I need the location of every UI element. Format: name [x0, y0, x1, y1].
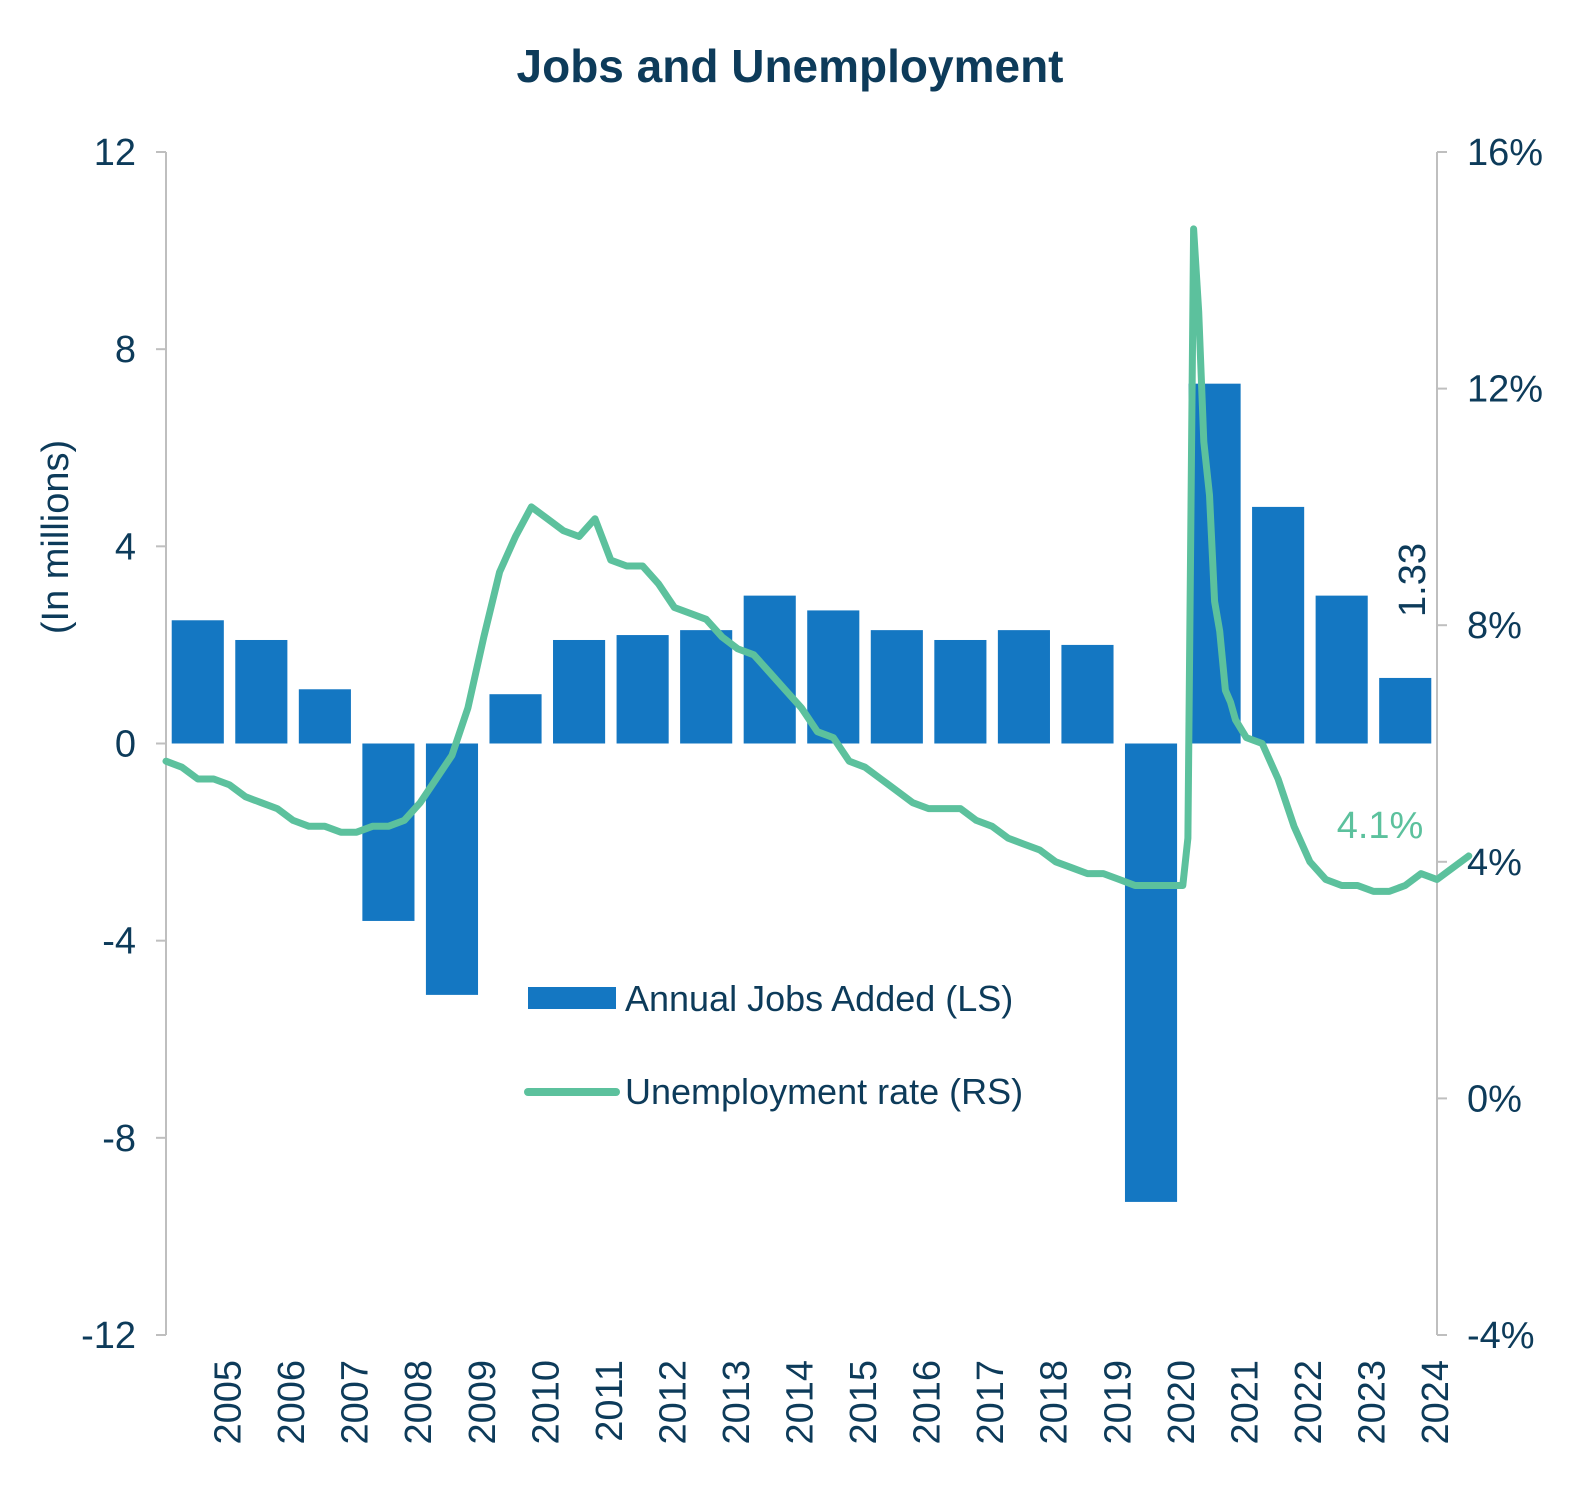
line-series	[162, 225, 1473, 895]
unemployment-line	[162, 225, 1473, 895]
bar-2011	[553, 639, 606, 744]
bar-2010	[489, 694, 542, 744]
x-tick-label: 2024	[1415, 1360, 1457, 1445]
x-tick-label: 2012	[652, 1360, 694, 1445]
bar-2012	[616, 635, 669, 744]
y-axis-left-ticks: 12 8 4 0 -4 -8 -12	[81, 132, 166, 1357]
x-tick-label: 2008	[398, 1360, 440, 1445]
x-tick-label: 2015	[843, 1360, 885, 1445]
bar-2008	[362, 743, 415, 921]
x-tick-label: 2016	[907, 1360, 949, 1445]
y-right-tick-label: 12%	[1467, 369, 1543, 411]
bar-2019	[1061, 644, 1114, 744]
x-tick-label: 2009	[462, 1360, 504, 1445]
bar-2017	[934, 639, 987, 744]
y-right-tick-label: 4%	[1467, 842, 1522, 884]
y-right-tick-label: -4%	[1467, 1315, 1535, 1357]
x-tick-label: 2017	[970, 1360, 1012, 1445]
y-left-tick-label: 8	[115, 329, 136, 371]
legend-line-label: Unemployment rate (RS)	[625, 1071, 1023, 1112]
x-axis-ticks: 2005 2006 2007 2008 2009 2010 2011 2012 2013 2014…	[208, 1360, 1457, 1445]
y-left-tick-label: -8	[102, 1118, 136, 1160]
bar-2007	[298, 689, 351, 744]
y-left-tick-label: -4	[102, 921, 136, 963]
y-left-tick-label: 0	[115, 724, 136, 766]
bar-value-label: 1.33	[1392, 543, 1434, 617]
bar-2015	[807, 610, 860, 744]
x-tick-label: 2014	[780, 1360, 822, 1445]
bar-2013	[680, 630, 733, 744]
x-tick-label: 2007	[335, 1360, 377, 1445]
legend: Annual Jobs Added (LS) Unemployment rate…	[524, 978, 1023, 1112]
bar-2018	[997, 630, 1050, 744]
x-tick-label: 2023	[1352, 1360, 1394, 1445]
legend-bar-label: Annual Jobs Added (LS)	[625, 978, 1013, 1019]
y-right-tick-label: 8%	[1467, 605, 1522, 647]
y-right-tick-label: 0%	[1467, 1078, 1522, 1120]
x-tick-label: 2010	[525, 1360, 567, 1445]
y-axis-left-title: (In millions)	[35, 440, 77, 634]
x-tick-label: 2022	[1288, 1360, 1330, 1445]
bar-2020	[1124, 743, 1178, 1202]
line-value-label: 4.1%	[1337, 805, 1424, 847]
bar-2006	[235, 639, 288, 744]
bar-2005	[171, 620, 224, 744]
y-left-tick-label: -12	[81, 1315, 136, 1357]
bar-2016	[870, 630, 923, 744]
legend-bar-swatch	[528, 987, 616, 1009]
y-left-tick-label: 12	[94, 132, 136, 174]
bar-2022	[1252, 506, 1305, 744]
y-right-tick-label: 16%	[1467, 132, 1543, 174]
x-tick-label: 2019	[1097, 1360, 1139, 1445]
x-tick-label: 2021	[1224, 1360, 1266, 1445]
chart-title: Jobs and Unemployment	[517, 40, 1064, 92]
y-left-tick-label: 4	[115, 526, 136, 568]
x-tick-label: 2013	[716, 1360, 758, 1445]
x-tick-label: 2011	[589, 1360, 631, 1442]
bar-2024	[1379, 677, 1432, 744]
x-tick-label: 2020	[1161, 1360, 1203, 1445]
x-tick-label: 2018	[1034, 1360, 1076, 1445]
x-tick-label: 2006	[271, 1360, 313, 1445]
bar-2023	[1315, 595, 1368, 744]
y-axis-right-ticks: 16% 12% 8% 4% 0% -4%	[1437, 132, 1543, 1357]
bar-series	[171, 383, 1432, 1202]
x-tick-label: 2005	[208, 1360, 250, 1445]
